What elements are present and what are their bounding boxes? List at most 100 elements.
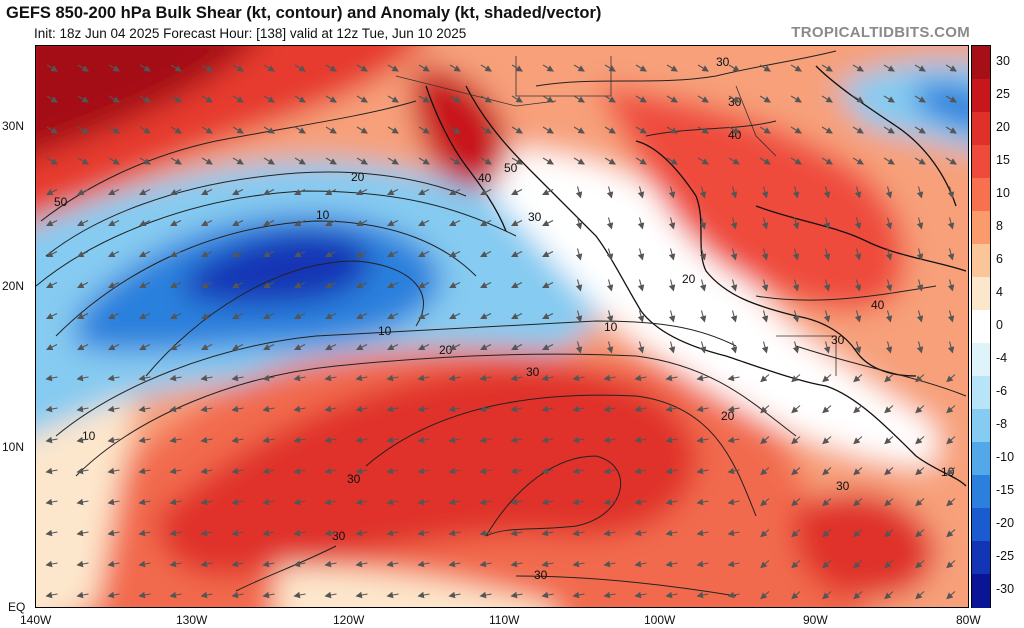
wind-vector-arrow bbox=[510, 467, 523, 475]
lon-label-140w: 140W bbox=[20, 613, 52, 627]
wind-vector-arrow bbox=[293, 436, 306, 444]
wind-vector-arrow bbox=[479, 405, 492, 413]
wind-vector-arrow bbox=[510, 374, 523, 382]
wind-vector-arrow bbox=[139, 157, 151, 165]
wind-vector-arrow bbox=[915, 591, 925, 600]
wind-vector-arrow bbox=[324, 436, 337, 444]
wind-vector-arrow bbox=[697, 64, 709, 72]
wind-vector-arrow bbox=[294, 157, 306, 165]
wind-vector-arrow bbox=[606, 279, 614, 292]
wind-vector-arrow bbox=[634, 498, 647, 506]
wind-vector-arrow bbox=[170, 126, 182, 134]
wind-vector-arrow bbox=[606, 217, 614, 230]
colorbar-segment bbox=[972, 574, 990, 608]
wind-vector-arrow bbox=[885, 248, 893, 261]
wind-vector-arrow bbox=[107, 405, 120, 413]
colorbar-segment bbox=[972, 310, 990, 344]
wind-vector-arrow bbox=[356, 95, 368, 103]
wind-vector-arrow bbox=[883, 64, 895, 72]
wind-vector-arrow bbox=[200, 560, 213, 568]
wind-vector-arrow bbox=[387, 344, 399, 350]
wind-vector-arrow bbox=[139, 282, 151, 288]
wind-vector-arrow bbox=[634, 436, 647, 444]
wind-vector-arrow bbox=[665, 374, 678, 382]
wind-vector-arrow bbox=[760, 436, 770, 445]
wind-vector-arrow bbox=[232, 313, 244, 319]
wind-vector-arrow bbox=[885, 341, 893, 354]
wind-vector-arrow bbox=[139, 251, 151, 257]
wind-vector-arrow bbox=[915, 529, 925, 538]
wind-vector-arrow bbox=[45, 374, 58, 382]
wind-vector-arrow bbox=[696, 374, 709, 382]
lon-label-120w: 120W bbox=[333, 613, 365, 627]
wind-vector-arrow bbox=[108, 64, 120, 72]
colorbar-segment bbox=[972, 508, 990, 542]
wind-vector-arrow bbox=[418, 313, 430, 319]
wind-vector-arrow bbox=[665, 405, 678, 413]
wind-vector-arrow bbox=[727, 436, 740, 444]
wind-vector-arrow bbox=[138, 405, 151, 413]
wind-vector-arrow bbox=[854, 341, 862, 354]
colorbar-label: 8 bbox=[996, 218, 1003, 233]
wind-vector-arrow bbox=[510, 498, 523, 506]
wind-vector-arrow bbox=[634, 405, 647, 413]
wind-vector-arrow bbox=[572, 591, 585, 599]
wind-vector-arrow bbox=[201, 64, 213, 72]
wind-vector-arrow bbox=[448, 467, 461, 475]
wind-vector-arrow bbox=[232, 64, 244, 72]
wind-vector-arrow bbox=[170, 344, 182, 350]
wind-vector-arrow bbox=[386, 591, 399, 599]
wind-vector-arrow bbox=[823, 248, 831, 261]
wind-vector-arrow bbox=[792, 217, 800, 230]
wind-vector-arrow bbox=[852, 64, 864, 72]
colorbar-segment bbox=[972, 79, 990, 113]
wind-vector-arrow bbox=[232, 126, 244, 134]
wind-vector-arrow bbox=[77, 282, 89, 288]
wind-vector-arrow bbox=[822, 467, 832, 476]
wind-vector-arrow bbox=[294, 282, 306, 288]
wind-vector-arrow bbox=[822, 591, 832, 600]
colorbar-label: -25 bbox=[996, 548, 1015, 563]
colorbar-segment bbox=[972, 244, 990, 278]
wind-vector-arrow bbox=[883, 126, 895, 134]
wind-vector-arrow bbox=[791, 498, 801, 507]
wind-vector-arrow bbox=[823, 310, 831, 323]
wind-vector-arrow bbox=[822, 529, 832, 538]
wind-vector-arrow bbox=[542, 313, 554, 319]
wind-vector-arrow bbox=[387, 220, 399, 226]
wind-vector-arrow bbox=[355, 529, 368, 537]
wind-vector-arrow bbox=[201, 251, 213, 257]
wind-vector-arrow bbox=[541, 560, 554, 568]
colorbar-label: 15 bbox=[996, 152, 1010, 167]
wind-vector-arrow bbox=[790, 157, 802, 165]
wind-vector-arrow bbox=[852, 95, 864, 103]
wind-vector-arrow bbox=[355, 405, 368, 413]
wind-vector-arrow bbox=[77, 157, 89, 165]
wind-vector-arrow bbox=[480, 126, 492, 134]
wind-vector-arrow bbox=[946, 591, 956, 600]
wind-vector-arrow bbox=[699, 186, 707, 199]
wind-vector-arrow bbox=[448, 529, 461, 537]
wind-vector-arrow bbox=[511, 95, 523, 103]
wind-vector-arrow bbox=[853, 436, 863, 445]
wind-vector-arrow bbox=[387, 64, 399, 72]
wind-vector-arrow bbox=[480, 95, 492, 103]
wind-vector-arrow bbox=[916, 341, 924, 354]
wind-vector-arrow bbox=[883, 95, 895, 103]
wind-vector-arrow bbox=[666, 64, 678, 72]
wind-vector-arrow bbox=[386, 467, 399, 475]
wind-vector-arrow bbox=[139, 95, 151, 103]
wind-vector-arrow bbox=[232, 189, 244, 195]
wind-vector-arrow bbox=[170, 189, 182, 195]
wind-vector-arrow bbox=[418, 344, 430, 350]
wind-vector-arrow bbox=[449, 251, 461, 257]
wind-vector-arrow bbox=[511, 251, 523, 257]
wind-vector-arrow bbox=[76, 529, 89, 537]
wind-vector-arrow bbox=[821, 64, 833, 72]
wind-vector-arrow bbox=[324, 374, 337, 382]
wind-vector-arrow bbox=[200, 591, 213, 599]
wind-vector-arrow bbox=[46, 95, 58, 103]
map-subtitle: Init: 18z Jun 04 2025 Forecast Hour: [13… bbox=[34, 26, 467, 41]
wind-vector-arrow bbox=[884, 560, 894, 569]
wind-vector-arrow bbox=[200, 529, 213, 537]
